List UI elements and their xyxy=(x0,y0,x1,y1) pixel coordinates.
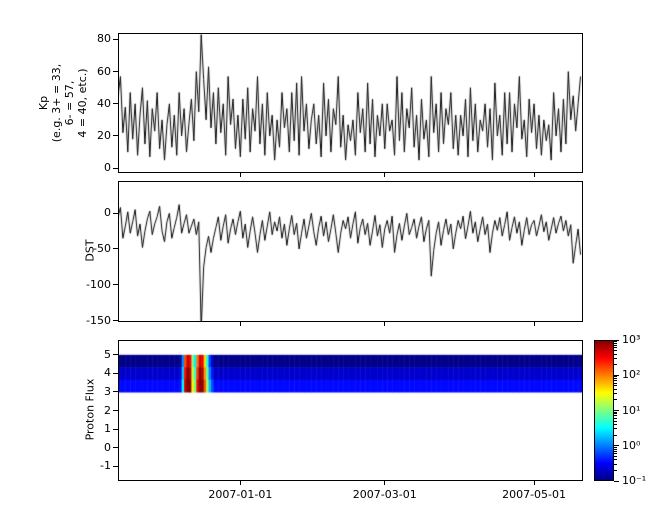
colorbar-minor-tick xyxy=(614,469,617,471)
dst-line-plot xyxy=(118,181,583,322)
colorbar-tick-label: 10² xyxy=(622,368,641,382)
colorbar-minor-tick xyxy=(614,341,617,343)
colorbar-tick xyxy=(614,480,619,482)
x-tick xyxy=(239,481,241,485)
y-tick xyxy=(113,284,118,286)
colorbar-tick-label: 10⁻¹ xyxy=(622,474,647,487)
colorbar-minor-tick xyxy=(614,364,617,366)
x-tick xyxy=(384,481,386,485)
x-tick-label: 2007-03-01 xyxy=(352,488,417,501)
y-tick-label: -1 xyxy=(100,459,111,473)
colorbar-minor-tick xyxy=(614,376,617,378)
colorbar-tick xyxy=(614,445,619,447)
y-tick-label: 5 xyxy=(104,347,111,361)
y-tick xyxy=(113,391,118,393)
y-tick-label: -100 xyxy=(86,277,111,291)
colorbar-minor-tick xyxy=(614,350,617,352)
x-tick xyxy=(239,322,241,326)
x-tick-label: 2007-01-01 xyxy=(208,488,273,501)
colorbar-minor-tick xyxy=(614,411,617,413)
colorbar-minor-tick xyxy=(614,450,617,452)
colorbar-tick xyxy=(614,339,619,341)
y-tick xyxy=(113,167,118,169)
y-tick xyxy=(113,212,118,214)
colorbar-minor-tick xyxy=(614,342,617,344)
colorbar-minor-tick xyxy=(614,353,617,355)
colorbar-minor-tick xyxy=(614,424,617,426)
x-tick xyxy=(533,173,535,177)
y-tick-label: 40 xyxy=(97,96,111,110)
colorbar-minor-tick xyxy=(614,453,617,455)
colorbar-minor-tick xyxy=(614,357,617,359)
colorbar-tick-label: 10³ xyxy=(622,333,641,346)
colorbar-minor-tick xyxy=(614,455,617,457)
x-tick xyxy=(533,322,535,326)
colorbar-minor-tick xyxy=(614,380,617,382)
y-tick xyxy=(113,248,118,250)
colorbar-minor-tick xyxy=(614,399,617,401)
colorbar-minor-tick xyxy=(614,382,617,384)
colorbar-tick-label: 10⁰ xyxy=(622,438,641,452)
colorbar-minor-tick xyxy=(614,459,617,461)
y-tick xyxy=(113,428,118,430)
y-tick xyxy=(113,465,118,467)
colorbar-minor-tick xyxy=(614,385,617,387)
y-tick xyxy=(113,354,118,356)
x-tick xyxy=(239,173,241,177)
y-tick-label: 80 xyxy=(97,32,111,46)
y-tick-label: -50 xyxy=(93,241,111,255)
colorbar-minor-tick xyxy=(614,388,617,390)
y-tick-label: -150 xyxy=(86,313,111,327)
y-tick-label: 3 xyxy=(104,384,111,398)
colorbar-minor-tick xyxy=(614,344,617,346)
y-tick xyxy=(113,410,118,411)
y-tick xyxy=(113,372,118,374)
y-tick xyxy=(113,103,118,105)
colorbar-minor-tick xyxy=(614,434,617,436)
colorbar-minor-tick xyxy=(614,413,617,415)
colorbar-minor-tick xyxy=(614,378,617,380)
colorbar-tick xyxy=(614,410,619,411)
y-tick-label: 20 xyxy=(97,128,111,142)
colorbar-minor-tick xyxy=(614,347,617,349)
colorbar-tick xyxy=(614,374,619,376)
kp-line-plot xyxy=(118,33,583,173)
y-tick-label: 2 xyxy=(104,403,111,417)
colorbar-minor-tick xyxy=(614,417,617,419)
x-tick xyxy=(384,322,386,326)
x-tick xyxy=(533,481,535,485)
proton-flux-spectrogram xyxy=(118,340,583,481)
x-tick xyxy=(384,173,386,177)
colorbar-minor-tick xyxy=(614,448,617,450)
colorbar-minor-tick xyxy=(614,415,617,417)
y-tick xyxy=(113,447,118,449)
y-tick-label: 1 xyxy=(104,422,111,436)
y-tick-label: 4 xyxy=(104,366,111,380)
colorbar-minor-tick xyxy=(614,446,617,448)
colorbar-gradient xyxy=(594,340,614,481)
y-tick xyxy=(113,38,118,40)
y-tick-label: 60 xyxy=(97,64,111,78)
x-tick-label: 2007-05-01 xyxy=(502,488,567,501)
y-tick xyxy=(113,71,118,73)
colorbar-tick-label: 10¹ xyxy=(622,403,641,417)
y-tick-label: 0 xyxy=(104,161,111,175)
colorbar-minor-tick xyxy=(614,463,617,465)
y-tick-label: 0 xyxy=(104,206,111,220)
colorbar-minor-tick xyxy=(614,428,617,430)
y-tick xyxy=(113,320,118,322)
y-tick-label: 0 xyxy=(104,440,111,454)
colorbar-minor-tick xyxy=(614,393,617,395)
y-tick xyxy=(113,135,118,137)
colorbar-minor-tick xyxy=(614,420,617,422)
